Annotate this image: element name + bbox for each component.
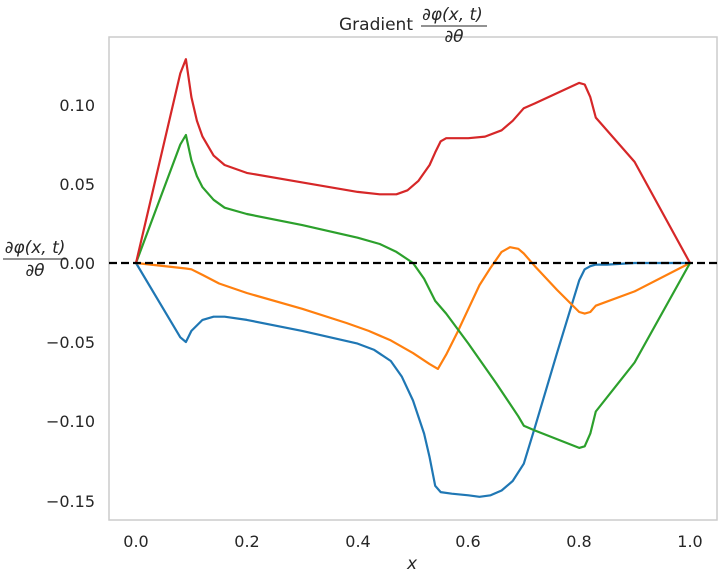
y-tick-labels: 0.10 0.05 0.00 −0.05 −0.10 −0.15 xyxy=(46,96,95,511)
y-tick-label: 0.00 xyxy=(59,254,95,273)
x-tick-label: 0.6 xyxy=(455,532,480,551)
y-tick-label: 0.05 xyxy=(59,175,95,194)
series-layer xyxy=(134,58,691,498)
y-tick-label: 0.10 xyxy=(59,96,95,115)
x-tick-label: 1.0 xyxy=(677,532,702,551)
title-numerator: ∂φ(x, t) xyxy=(422,5,483,25)
title-prefix: Gradient xyxy=(339,15,413,35)
x-axis-label: x xyxy=(406,554,418,574)
x-tick-label: 0.0 xyxy=(123,532,148,551)
line-series-4 xyxy=(134,58,691,264)
x-tick-label: 0.2 xyxy=(234,532,259,551)
ylabel-denominator: ∂θ xyxy=(25,261,45,281)
line-series-3 xyxy=(134,133,691,449)
x-tick-label: 0.8 xyxy=(566,532,591,551)
plot-area xyxy=(108,36,718,521)
y-tick-label: −0.05 xyxy=(46,333,95,352)
x-tick-label: 0.4 xyxy=(345,532,370,551)
chart-title: Gradient ∂φ(x, t) ∂θ xyxy=(339,5,487,47)
y-axis-label: ∂φ(x, t) ∂θ xyxy=(3,238,67,281)
y-tick-label: −0.10 xyxy=(46,412,95,431)
ylabel-numerator: ∂φ(x, t) xyxy=(5,238,66,258)
title-denominator: ∂θ xyxy=(444,27,464,47)
line-series-1 xyxy=(135,261,690,498)
x-tick-labels: 0.0 0.2 0.4 0.6 0.8 1.0 xyxy=(123,532,702,551)
y-tick-label: −0.15 xyxy=(46,492,95,511)
line-series-2 xyxy=(135,246,691,370)
